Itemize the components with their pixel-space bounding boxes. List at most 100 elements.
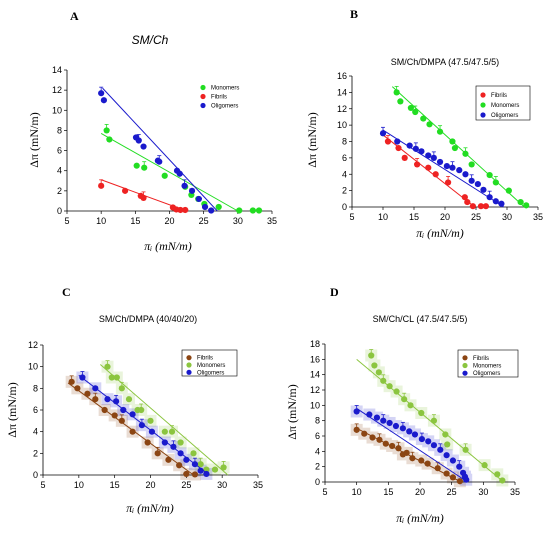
data-point: [382, 440, 389, 447]
data-point: [165, 456, 172, 463]
y-tick-label: 0: [57, 206, 62, 216]
data-point: [401, 154, 408, 161]
y-tick-label: 16: [337, 71, 347, 81]
data-point: [379, 130, 387, 137]
data-point: [443, 162, 450, 170]
x-tick-label: 20: [164, 216, 174, 226]
data-point: [411, 431, 419, 438]
series-fibrils: [382, 134, 490, 210]
panel-label: D: [330, 285, 339, 299]
data-point: [98, 90, 105, 97]
data-point: [118, 417, 125, 424]
data-point: [412, 145, 419, 152]
data-point: [191, 461, 199, 468]
panel-label: B: [350, 7, 358, 21]
data-point: [220, 464, 227, 471]
chart-title: SM/Ch/DMPA (47.5/47.5/5): [391, 57, 499, 67]
x-tick-label: 10: [378, 212, 388, 222]
data-point: [120, 406, 127, 414]
legend-marker: [200, 84, 206, 91]
y-axis-label: Δπ (mN/m): [285, 384, 299, 439]
legend-label: Fibrils: [197, 356, 213, 362]
y-tick-label: 14: [310, 370, 320, 380]
data-point: [443, 452, 450, 459]
x-tick-label: 5: [64, 216, 69, 226]
data-point: [418, 457, 425, 464]
y-axis-label: Δπ (mN/m): [27, 112, 41, 167]
series-monomers: [391, 85, 530, 209]
data-point: [368, 352, 375, 359]
legend-marker: [186, 369, 192, 375]
data-point: [108, 374, 115, 381]
panel-a: A SM/Ch 5 10 15 20 25 30 35 0 2 4 6 8 10 12 14 πᵢ (mN/m) Δ…: [27, 9, 277, 253]
data-point: [456, 167, 463, 174]
data-point: [442, 431, 449, 438]
data-point: [389, 442, 396, 450]
data-point: [373, 414, 381, 421]
data-point: [425, 164, 432, 171]
panel-c: C SM/Ch/DMPA (40/40/20) 5 10 15 20 25 30 35 0 2 4 6 8…: [5, 285, 263, 515]
data-point: [100, 97, 107, 104]
y-tick-label: 2: [57, 186, 62, 196]
data-point: [492, 198, 499, 205]
x-tick-label: 15: [110, 480, 120, 490]
data-point: [434, 465, 441, 472]
data-point: [380, 417, 387, 424]
data-point: [92, 396, 99, 403]
data-point: [436, 158, 444, 166]
data-point: [418, 148, 425, 155]
y-tick-label: 10: [310, 400, 320, 410]
data-point: [197, 461, 204, 468]
series-oligomers: [353, 405, 470, 483]
panel-label: A: [70, 9, 79, 23]
x-tick-label: 25: [181, 480, 191, 490]
data-point: [176, 170, 183, 177]
data-point: [456, 478, 463, 485]
legend-label: Fibrils: [211, 95, 227, 101]
data-point: [154, 450, 161, 457]
data-point: [376, 436, 383, 443]
data-point: [74, 385, 81, 392]
data-point: [138, 406, 145, 414]
legend-label: Monomers: [197, 363, 225, 369]
y-tick-label: 0: [342, 202, 347, 212]
legend-marker: [462, 370, 468, 376]
data-point: [449, 457, 457, 464]
data-point: [407, 402, 414, 409]
x-tick-label: 30: [478, 487, 488, 497]
y-tick-label: 10: [52, 105, 62, 115]
fit-line: [67, 382, 194, 476]
x-tick-label: 20: [440, 212, 450, 222]
legend-label: Oligomers: [211, 104, 238, 110]
data-point: [462, 171, 469, 178]
data-point: [236, 207, 243, 214]
data-point: [445, 179, 452, 186]
data-point: [176, 462, 183, 469]
data-point: [68, 378, 75, 385]
fit-line: [391, 86, 525, 208]
data-point: [384, 138, 392, 145]
y-tick-label: 8: [57, 125, 62, 135]
data-point: [418, 435, 425, 443]
data-point: [444, 441, 451, 448]
x-tick-label: 25: [447, 487, 457, 497]
fit-line: [102, 87, 218, 212]
series-fibrils: [67, 375, 199, 478]
y-tick-label: 12: [52, 85, 62, 95]
x-tick-label: 30: [217, 480, 227, 490]
data-point: [111, 412, 118, 419]
data-point: [424, 460, 431, 467]
data-point: [425, 152, 432, 159]
data-point: [461, 194, 468, 201]
data-point: [386, 383, 393, 390]
data-point: [353, 426, 360, 433]
data-point: [177, 206, 184, 214]
data-point: [492, 179, 499, 186]
data-point: [118, 385, 125, 392]
data-point: [430, 154, 437, 161]
y-tick-label: 8: [315, 416, 320, 426]
data-point: [395, 445, 402, 452]
data-point: [249, 207, 256, 214]
